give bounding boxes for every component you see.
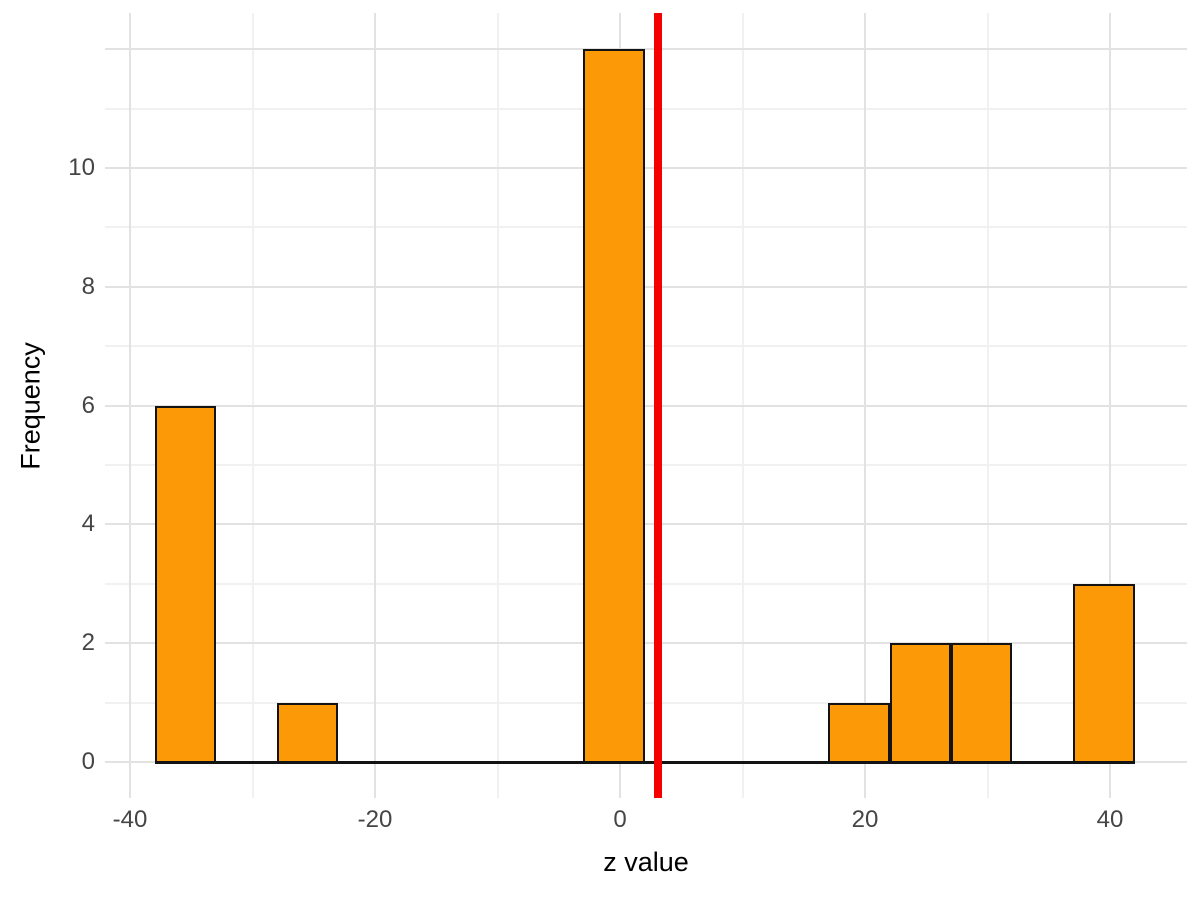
histogram-bar	[828, 702, 890, 764]
y-tick-label: 2	[81, 629, 95, 657]
histogram-bar	[1073, 583, 1135, 764]
x-tick-label: 40	[1096, 806, 1124, 833]
gridline-horizontal-minor	[105, 464, 1187, 466]
gridline-horizontal-minor	[105, 582, 1187, 585]
gridline-vertical-major	[129, 13, 131, 798]
gridline-vertical-minor	[251, 13, 254, 798]
x-tick-label: -20	[357, 806, 393, 833]
y-tick-label: 4	[81, 510, 95, 538]
histogram-bar	[583, 49, 645, 764]
histogram-bar	[154, 405, 216, 764]
x-tick-label: 0	[613, 806, 627, 833]
y-tick-label: 10	[68, 154, 95, 181]
y-tick-label: 6	[81, 391, 95, 419]
histogram-bar	[950, 643, 1012, 764]
gridline-horizontal-minor	[105, 345, 1187, 348]
reference-line	[653, 13, 662, 798]
histogram-baseline	[154, 761, 1135, 764]
gridline-horizontal-major	[105, 642, 1187, 645]
histogram-bar	[889, 643, 951, 764]
gridline-horizontal-major	[105, 48, 1187, 51]
gridline-horizontal-major	[105, 285, 1187, 288]
x-axis-title: z value	[603, 847, 689, 877]
y-tick-label: 8	[81, 272, 95, 300]
y-tick-label: 0	[81, 748, 95, 775]
y-axis-title: Frequency	[15, 342, 46, 470]
histogram-bar	[277, 702, 339, 764]
x-tick-label: 20	[851, 806, 879, 833]
gridline-horizontal-major	[105, 523, 1187, 526]
x-tick-label: -40	[112, 806, 148, 833]
gridline-horizontal-minor	[105, 226, 1187, 229]
gridline-horizontal-major	[105, 404, 1187, 407]
gridline-vertical-minor	[496, 13, 499, 798]
gridline-vertical-major	[374, 13, 376, 798]
gridline-vertical-minor	[741, 13, 744, 798]
gridline-horizontal-minor	[105, 701, 1187, 704]
gridline-vertical-major	[864, 13, 866, 798]
gridline-horizontal-major	[105, 167, 1187, 169]
gridline-horizontal-minor	[105, 107, 1187, 110]
